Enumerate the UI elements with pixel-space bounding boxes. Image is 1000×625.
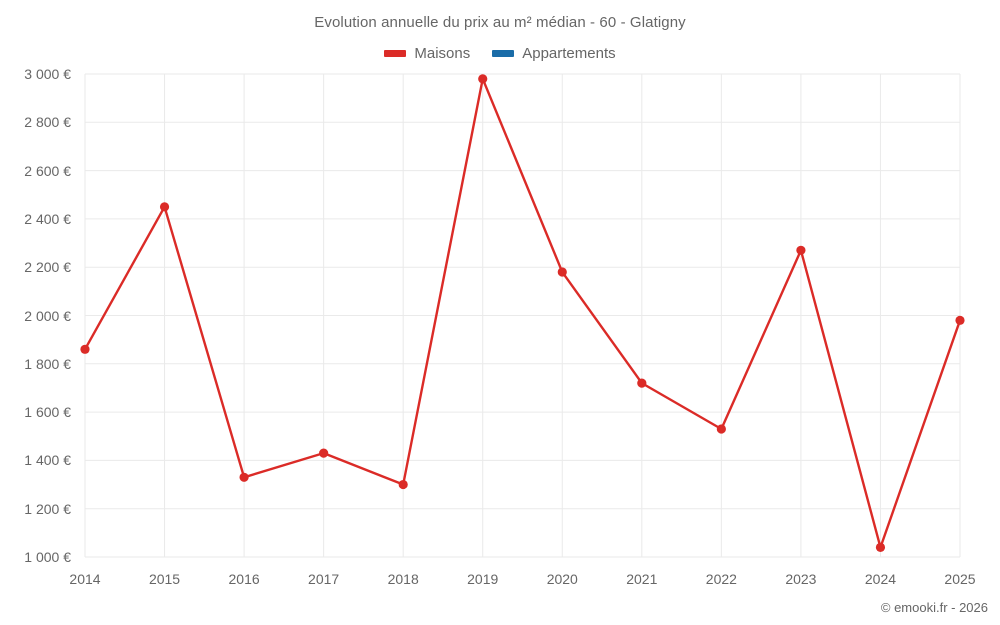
x-axis-tick-label: 2023 xyxy=(785,571,817,587)
x-axis-tick-label: 2020 xyxy=(546,571,578,587)
x-axis-tick-label: 2016 xyxy=(228,571,260,587)
data-point[interactable]: 2022 : 1530 xyxy=(716,424,726,434)
copyright-credit: © emooki.fr - 2026 xyxy=(880,600,988,615)
data-point[interactable]: 2023 : 2270 xyxy=(796,245,806,255)
legend-item-maisons[interactable]: Maisons xyxy=(384,45,470,62)
legend-label-appartements: Appartements xyxy=(522,45,616,62)
y-axis-tick-label: 1 200 € xyxy=(24,500,71,517)
legend-label-maisons: Maisons xyxy=(414,45,471,62)
data-point[interactable]: 2020 : 2180 xyxy=(557,267,567,277)
chart-legend: Maisons Appartements xyxy=(0,45,1000,62)
x-axis-tick-label: 2021 xyxy=(626,571,658,587)
data-point[interactable]: 2016 : 1330 xyxy=(239,472,249,482)
y-axis-tick-label: 1 000 € xyxy=(24,549,71,565)
x-axis-tick-label: 2018 xyxy=(387,571,419,587)
legend-swatch-maisons-icon xyxy=(384,50,407,57)
y-axis-tick-label: 2 800 € xyxy=(24,114,71,131)
legend-item-appartements[interactable]: Appartements xyxy=(492,45,616,62)
x-axis-tick-label: 2017 xyxy=(308,571,340,587)
legend-swatch-appartements-icon xyxy=(492,50,515,57)
data-point[interactable]: 2014 : 1860 xyxy=(80,344,90,354)
data-point[interactable]: 2025 : 1980 xyxy=(955,315,965,325)
y-axis-tick-label: 2 600 € xyxy=(24,162,71,179)
y-axis-tick-label: 1 600 € xyxy=(24,404,71,421)
x-axis-tick-label: 2015 xyxy=(148,571,181,587)
x-axis-tick-label: 2022 xyxy=(705,571,737,587)
y-axis-tick-label: 2 000 € xyxy=(24,307,71,324)
series-line-maisons: 2014 : 1860 2015 : 2450 2016 : 1330 2017 : … xyxy=(80,74,965,552)
y-axis-tick-label: 2 400 € xyxy=(24,210,71,227)
data-point[interactable]: 2017 : 1430 xyxy=(319,448,329,458)
y-axis-tick-label: 2 200 € xyxy=(24,259,71,276)
x-axis-tick-label: 2025 xyxy=(944,571,976,587)
data-point[interactable]: 2018 : 1300 xyxy=(398,479,408,490)
gridlines xyxy=(84,73,961,558)
chart-title: Evolution annuelle du prix au m² médian … xyxy=(314,14,686,31)
data-point[interactable]: 2024 : 1040 xyxy=(875,542,886,552)
x-axis-tick-label: 2024 xyxy=(864,571,897,587)
x-axis-tick-label: 2019 xyxy=(467,571,499,587)
y-axis-tick-label: 3 000 € xyxy=(24,66,71,82)
data-point[interactable]: 2015 : 2450 xyxy=(159,202,170,212)
x-axis-tick-label: 2014 xyxy=(69,571,101,587)
series-path xyxy=(83,77,962,549)
data-point[interactable]: 2019 : 2980 xyxy=(478,74,488,84)
y-axis-tick-label: 1 800 € xyxy=(24,355,71,372)
y-axis-tick-label: 1 400 € xyxy=(24,452,71,469)
